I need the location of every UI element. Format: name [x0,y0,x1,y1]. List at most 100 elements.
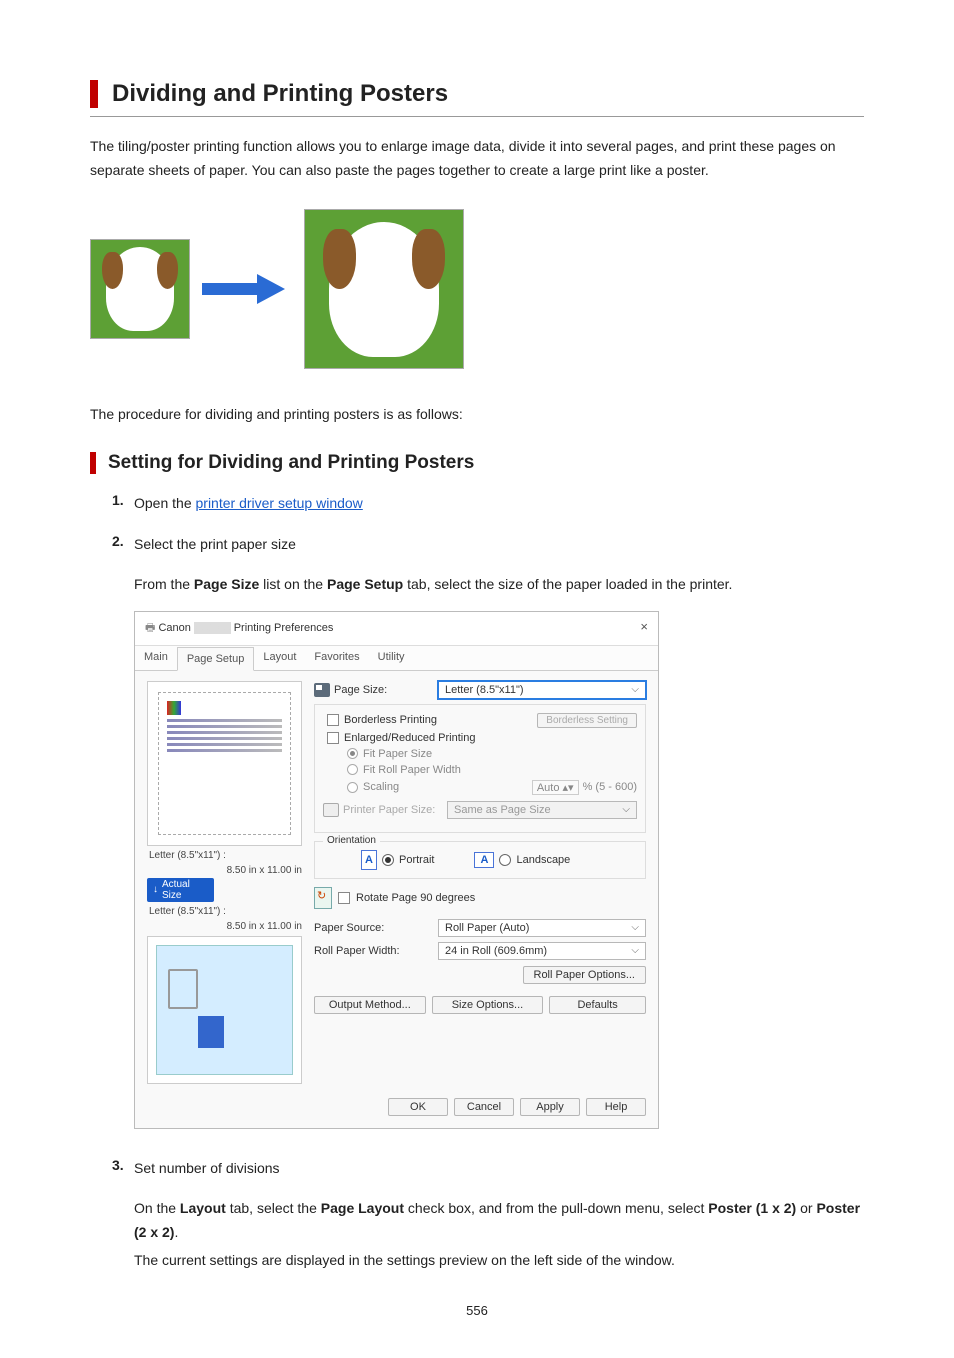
output-method-button[interactable]: Output Method... [314,996,426,1014]
size-options-button[interactable]: Size Options... [432,996,544,1014]
intro-paragraph: The tiling/poster printing function allo… [90,135,864,183]
page-number: 556 [90,1303,864,1318]
printer-paper-size-select: Same as Page Size ⌵ [447,801,637,819]
fit-roll-label: Fit Roll Paper Width [363,764,461,776]
chevron-down-icon: ⌵ [631,945,639,956]
portrait-icon: A [361,850,377,870]
orientation-legend: Orientation [323,835,380,846]
help-button[interactable]: Help [586,1098,646,1116]
roll-width-value: 24 in Roll (609.6mm) [445,945,547,957]
bold-layout: Layout [180,1200,226,1216]
landscape-radio[interactable] [499,854,511,866]
step-3: 3. Set number of divisions [90,1157,864,1179]
page-title: Dividing and Printing Posters [112,80,864,108]
step-3-sub1: On the Layout tab, select the Page Layou… [90,1197,864,1245]
dim-label-2b: 8.50 in x 11.00 in [147,921,302,932]
bold-page-layout: Page Layout [321,1200,404,1216]
s3or: or [796,1200,816,1216]
dialog-left-panel: Letter (8.5"x11") : 8.50 in x 11.00 in A… [147,681,302,1084]
size-options-group: Borderless Printing Borderless Setting E… [314,704,646,833]
step-3-sub2: The current settings are displayed in th… [90,1249,864,1273]
scaling-radio [347,782,358,793]
tab-layout[interactable]: Layout [254,646,305,670]
roll-paper-options-button[interactable]: Roll Paper Options... [523,966,647,984]
title-divider [90,116,864,117]
arrow-icon [202,274,292,304]
paper-source-label: Paper Source: [314,922,432,934]
tab-page-setup[interactable]: Page Setup [177,647,255,671]
page-preview [147,681,302,846]
printer-driver-link[interactable]: printer driver setup window [196,495,363,511]
page-size-select[interactable]: Letter (8.5"x11") ⌵ [438,681,646,699]
roll-width-label: Roll Paper Width: [314,945,432,957]
dim-label-1b: 8.50 in x 11.00 in [147,865,302,876]
step-1: 1. Open the printer driver setup window [90,492,864,514]
step-number: 1. [112,492,134,514]
s3a: On the [134,1200,180,1216]
cancel-button[interactable]: Cancel [454,1098,514,1116]
ok-button[interactable]: OK [388,1098,448,1116]
portrait-radio[interactable] [382,854,394,866]
bold-page-size: Page Size [194,576,259,592]
dialog-title-suffix: Printing Preferences [234,622,334,634]
step-3-text: Set number of divisions [134,1157,864,1179]
tab-utility[interactable]: Utility [369,646,414,670]
enlarged-checkbox[interactable] [327,732,339,744]
roll-preview [147,936,302,1084]
tab-favorites[interactable]: Favorites [305,646,368,670]
step-1-text: Open the [134,495,196,511]
procedure-line: The procedure for dividing and printing … [90,403,864,427]
s3c: check box, and from the pull-down menu, … [404,1200,708,1216]
fit-roll-radio [347,764,358,775]
printer-icon [323,803,339,817]
scaling-spinner: Auto ▴▾ [532,780,579,795]
actual-size-badge[interactable]: Actual Size [147,878,214,902]
page-size-icon [314,683,330,697]
dialog-title-prefix: Canon [158,622,190,634]
portrait-label: Portrait [399,854,434,866]
rotate-icon [314,887,332,909]
step-2-sub: From the Page Size list on the Page Setu… [90,573,864,597]
apply-button[interactable]: Apply [520,1098,580,1116]
chevron-down-icon: ⌵ [631,922,639,933]
section-heading: Setting for Dividing and Printing Poster… [108,452,864,474]
illustration-after [304,209,464,369]
dialog-titlebar: 🖶 Canon XXXXX Printing Preferences × [135,612,658,646]
dialog-right-panel: Page Size: Letter (8.5"x11") ⌵ Borderless… [314,681,646,1084]
bold-page-setup: Page Setup [327,576,403,592]
chevron-down-icon: ⌵ [631,684,639,695]
defaults-button[interactable]: Defaults [549,996,646,1014]
illustration-row [90,209,864,369]
roll-width-select[interactable]: 24 in Roll (609.6mm) ⌵ [438,942,646,960]
step-number: 2. [112,533,134,555]
chevron-down-icon: ⌵ [622,804,630,815]
s3d: . [174,1224,178,1240]
borderless-checkbox[interactable] [327,714,339,726]
dim-label-1a: Letter (8.5"x11") : [147,850,302,861]
dialog-tabs: Main Page Setup Layout Favorites Utility [135,646,658,671]
step-number: 3. [112,1157,134,1179]
scaling-suffix: % (5 - 600) [583,781,637,793]
landscape-label: Landscape [516,854,570,866]
close-icon[interactable]: × [640,619,648,638]
tab-main[interactable]: Main [135,646,177,670]
fit-paper-label: Fit Paper Size [363,748,432,760]
borderless-label: Borderless Printing [344,714,437,726]
paper-source-value: Roll Paper (Auto) [445,922,529,934]
enlarged-label: Enlarged/Reduced Printing [344,732,475,744]
print-preferences-dialog: 🖶 Canon XXXXX Printing Preferences × Mai… [134,611,659,1129]
step-2: 2. Select the print paper size [90,533,864,555]
printer-paper-size-value: Same as Page Size [454,804,551,816]
s3b: tab, select the [226,1200,321,1216]
printer-paper-size-label: Printer Paper Size: [343,804,435,816]
step-2-text: Select the print paper size [134,533,864,555]
rotate-label: Rotate Page 90 degrees [356,892,475,904]
page-size-label: Page Size: [334,684,387,696]
page-size-value: Letter (8.5"x11") [445,684,524,696]
borderless-setting-button: Borderless Setting [537,713,637,728]
rotate-checkbox[interactable] [338,892,350,904]
paper-source-select[interactable]: Roll Paper (Auto) ⌵ [438,919,646,937]
scaling-auto: Auto [537,782,560,794]
landscape-icon: A [474,852,494,868]
bold-poster1: Poster (1 x 2) [708,1200,796,1216]
